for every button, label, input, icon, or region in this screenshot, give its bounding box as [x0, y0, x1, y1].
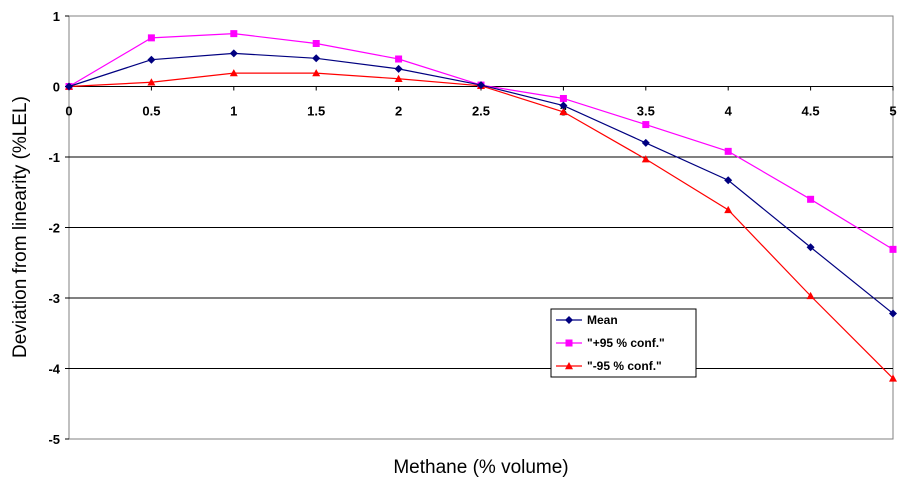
legend-label: "+95 % conf."	[587, 336, 665, 350]
y-tick-label: -2	[48, 221, 60, 236]
x-tick-label: 0.5	[142, 104, 160, 119]
legend: Mean "+95 % conf." "-95 % conf."	[551, 309, 696, 377]
y-tick-label: 1	[53, 9, 60, 24]
data-point	[807, 196, 814, 203]
data-point	[313, 40, 320, 47]
x-tick-label: 3.5	[637, 104, 655, 119]
x-tick-label: 1	[230, 104, 237, 119]
data-point	[725, 148, 732, 155]
legend-label: "-95 % conf."	[587, 359, 662, 373]
x-tick-label: 4.5	[802, 104, 820, 119]
y-tick-label: -5	[48, 432, 60, 447]
data-point	[148, 34, 155, 41]
x-tick-label: 2	[395, 104, 402, 119]
x-tick-label: 0	[65, 104, 72, 119]
legend-label: Mean	[587, 313, 618, 327]
data-point	[560, 95, 567, 102]
x-tick-label: 2.5	[472, 104, 490, 119]
legend-marker	[566, 340, 573, 347]
data-point	[395, 56, 402, 63]
x-tick-label: 1.5	[307, 104, 325, 119]
y-tick-label: -3	[48, 291, 60, 306]
y-tick-label: -1	[48, 150, 60, 165]
y-axis-title: Deviation from linearity (%LEL)	[10, 96, 31, 358]
data-point	[642, 121, 649, 128]
x-tick-label: 4	[725, 104, 733, 119]
x-axis-title: Methane (% volume)	[393, 457, 568, 478]
x-tick-label: 5	[889, 104, 896, 119]
data-point	[890, 246, 897, 253]
data-point	[230, 30, 237, 37]
y-axis: 1 0 -1 -2 -3 -4 -5	[48, 9, 69, 447]
y-tick-label: -4	[48, 362, 60, 377]
y-tick-label: 0	[53, 80, 60, 95]
